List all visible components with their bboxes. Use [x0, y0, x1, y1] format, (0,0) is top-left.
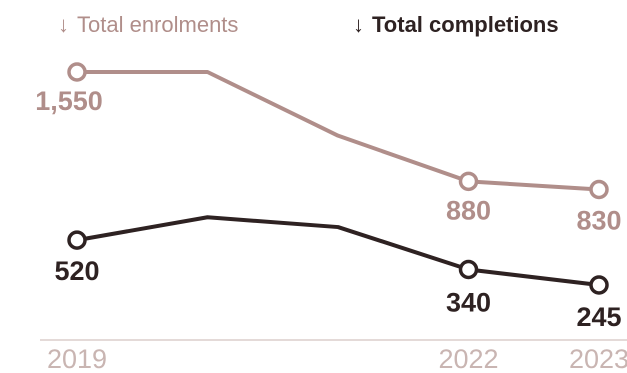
data-point-marker [458, 171, 479, 192]
data-point-marker [458, 259, 479, 280]
data-point-marker [589, 275, 609, 295]
arrow-down-icon: ↓ [353, 12, 364, 37]
data-label: 245 [576, 302, 621, 332]
series-line-completions [76, 215, 600, 287]
data-label: 880 [446, 195, 491, 225]
data-label: 340 [446, 287, 491, 317]
x-tick-label: 2022 [438, 344, 498, 373]
data-point-marker [589, 179, 609, 200]
data-point-marker [67, 62, 87, 82]
x-tick-label: 2019 [47, 344, 107, 373]
arrow-down-icon: ↓ [58, 12, 69, 37]
legend-label: Total enrolments [77, 12, 239, 37]
legend-total-enrolments: ↓ Total enrolments [58, 12, 238, 38]
data-point-marker [67, 230, 87, 250]
x-tick-label: 2023 [569, 344, 627, 373]
data-label: 1,550 [35, 86, 103, 116]
data-label: 830 [576, 206, 621, 236]
series-line-enrolments [77, 70, 600, 192]
legend-label: Total completions [372, 12, 559, 37]
legend-total-completions: ↓ Total completions [353, 12, 559, 38]
data-label: 520 [54, 256, 99, 286]
